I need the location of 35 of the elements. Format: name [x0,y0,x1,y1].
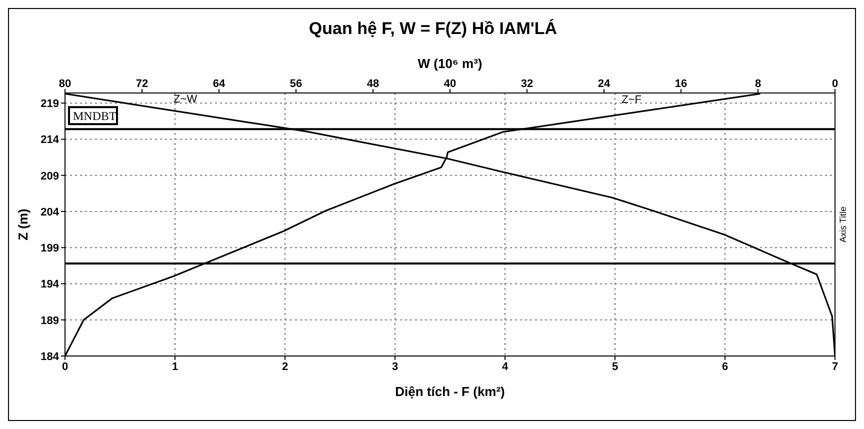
x-tick-label: 1 [172,360,178,373]
y-tick-label: 199 [40,242,59,255]
x2-tick-label: 64 [212,78,226,90]
chart-title: Quan hệ F, W = F(Z) Hồ IAM'LÁ [308,19,558,39]
series-label: Z~W [174,94,198,106]
x-tick-label: 0 [62,360,68,373]
y-tick-label: 194 [40,278,60,291]
x2-tick-label: 72 [136,78,148,90]
x2-tick-label: 24 [598,78,611,90]
y-tick-label: 209 [40,170,59,182]
series-label: Z~F [622,94,642,106]
x-tick-label: 3 [392,360,398,373]
ref-line-label: MNDBT [73,109,118,124]
x-tick-label: 2 [282,360,288,373]
x2-tick-label: 32 [520,78,534,90]
y-tick-label: 184 [40,350,60,363]
x-tick-label: 4 [502,360,509,373]
y-tick-label: 204 [40,206,60,218]
x2-tick-label: 80 [58,78,72,90]
y-tick-label: 189 [40,314,59,327]
y2-axis-title: Axis Title [838,206,848,243]
x2-tick-label: 48 [366,78,380,90]
x2-tick-label: 16 [674,78,688,90]
x-tick-label: 7 [832,360,838,373]
x-tick-label: 6 [722,360,728,373]
y-tick-label: 219 [40,98,59,110]
x2-tick-label: 0 [832,78,838,90]
x2-tick-label: 8 [754,78,762,90]
x2-tick-label: 40 [444,78,456,90]
x2-tick-label: 56 [290,78,302,90]
x2-axis-title: W (10⁶ m³) [418,56,482,72]
x-tick-label: 5 [612,360,618,373]
y-tick-label: 214 [40,134,60,146]
y-axis-title: Z (m) [16,208,31,240]
x-axis-title: Diện tích - F (km²) [395,384,505,399]
